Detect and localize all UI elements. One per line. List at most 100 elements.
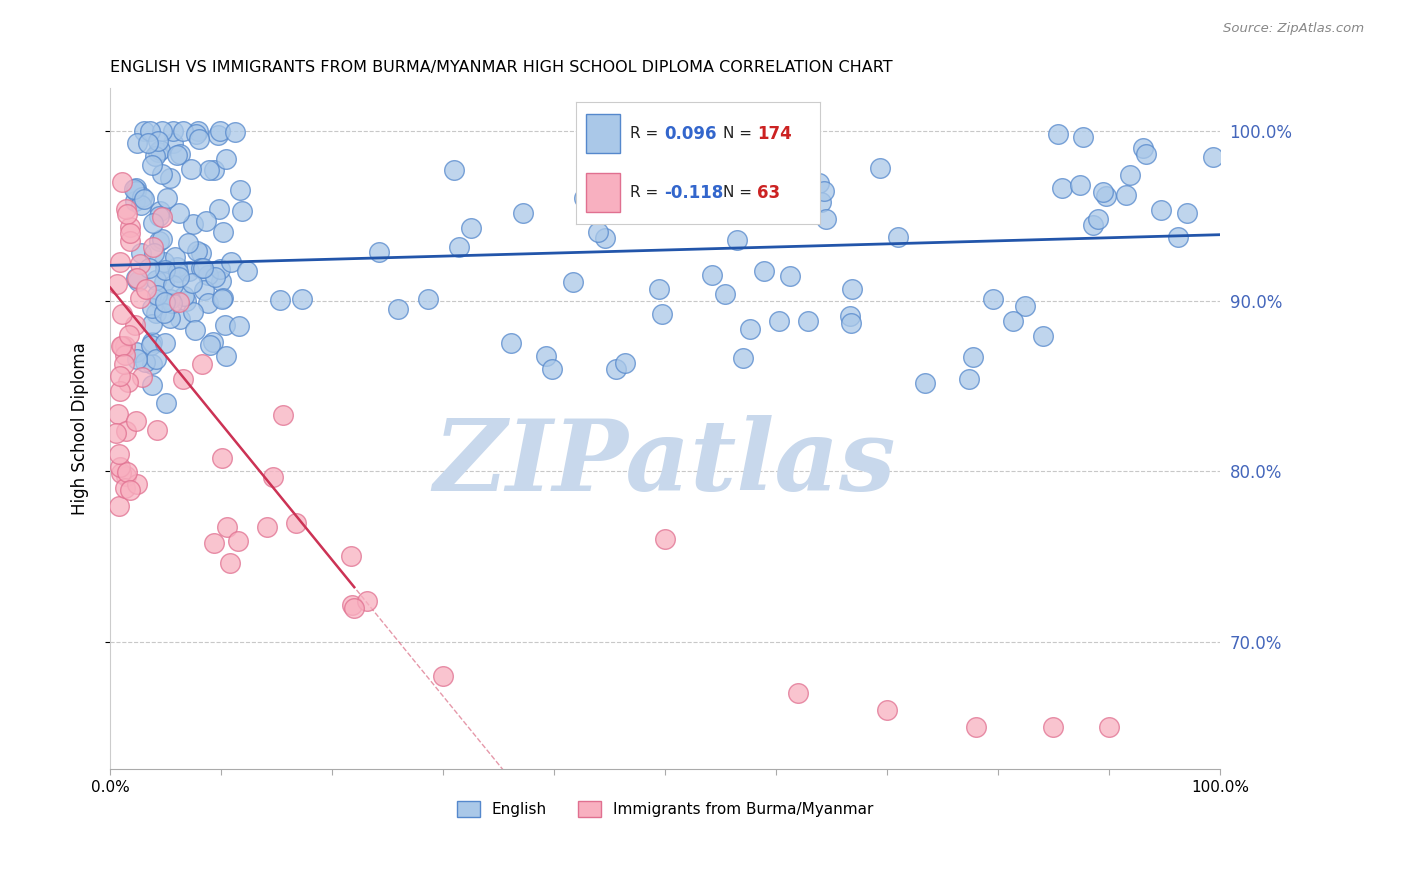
Point (160, 296, 183, 310)
Point (108, 255, 131, 269)
Point (231, 203, 253, 218)
Point (572, 191, 595, 205)
Point (155, 191, 177, 205)
Point (561, 276, 583, 290)
Point (236, 263, 259, 277)
Point (1094, 189, 1116, 203)
Point (127, 274, 149, 288)
Point (209, 124, 232, 138)
Point (173, 124, 195, 138)
Point (177, 263, 200, 277)
Text: Source: ZipAtlas.com: Source: ZipAtlas.com (1223, 22, 1364, 36)
Point (190, 261, 212, 276)
Point (1167, 230, 1189, 244)
Point (197, 268, 219, 283)
Point (1073, 129, 1095, 144)
Point (180, 162, 202, 177)
Point (141, 335, 163, 350)
Point (340, 549, 363, 564)
Point (153, 335, 176, 350)
Point (150, 124, 173, 138)
Point (169, 312, 191, 326)
Point (208, 202, 231, 217)
Point (142, 240, 165, 254)
Point (115, 424, 138, 438)
Point (613, 355, 636, 369)
Point (129, 245, 152, 260)
Point (125, 270, 148, 285)
Point (207, 128, 229, 142)
Point (201, 334, 224, 349)
Point (115, 202, 138, 216)
Point (142, 246, 165, 260)
Point (148, 292, 170, 306)
Point (211, 225, 233, 239)
Point (128, 257, 150, 271)
Point (145, 306, 167, 320)
Point (219, 255, 242, 269)
Point (169, 270, 191, 285)
Point (117, 376, 139, 390)
Point (962, 350, 984, 364)
Point (152, 276, 174, 290)
Point (142, 216, 165, 230)
Point (125, 476, 148, 491)
Point (787, 686, 810, 700)
Point (132, 124, 155, 138)
Point (356, 594, 378, 608)
Point (165, 251, 187, 265)
Point (125, 344, 148, 359)
Point (169, 205, 191, 219)
Point (443, 163, 465, 178)
Point (534, 349, 557, 363)
Point (752, 264, 775, 278)
Point (141, 377, 163, 392)
Point (1177, 206, 1199, 220)
Point (141, 301, 163, 315)
Point (876, 703, 898, 717)
Point (841, 282, 863, 296)
Point (672, 191, 695, 205)
Point (162, 277, 184, 292)
Point (122, 181, 145, 195)
Point (190, 246, 212, 260)
Point (1069, 178, 1091, 193)
Point (214, 318, 236, 332)
Point (173, 289, 195, 303)
Point (125, 184, 148, 198)
Point (141, 357, 163, 371)
Point (605, 362, 627, 376)
Text: ENGLISH VS IMMIGRANTS FROM BURMA/MYANMAR HIGH SCHOOL DIPLOMA CORRELATION CHART: ENGLISH VS IMMIGRANTS FROM BURMA/MYANMAR… (110, 60, 893, 75)
Point (146, 145, 169, 160)
Point (111, 307, 134, 321)
Point (134, 192, 156, 206)
Point (1050, 181, 1073, 195)
Point (134, 355, 156, 369)
Point (1002, 314, 1025, 328)
Point (1047, 127, 1070, 141)
Point (228, 319, 250, 334)
Point (256, 520, 278, 534)
Point (166, 260, 188, 275)
Point (219, 556, 242, 570)
Point (768, 314, 790, 328)
Point (118, 328, 141, 343)
Point (184, 323, 207, 337)
Point (965, 720, 987, 734)
Point (914, 376, 936, 391)
Point (174, 294, 197, 309)
Point (269, 293, 291, 308)
Point (127, 352, 149, 367)
Point (172, 372, 194, 386)
Point (143, 149, 166, 163)
Point (588, 225, 610, 239)
Point (124, 318, 146, 332)
Point (120, 226, 142, 240)
Point (107, 277, 129, 291)
Point (120, 220, 142, 235)
Point (149, 143, 172, 157)
Point (810, 195, 832, 210)
Point (108, 368, 131, 383)
Point (129, 198, 152, 212)
Point (228, 534, 250, 549)
